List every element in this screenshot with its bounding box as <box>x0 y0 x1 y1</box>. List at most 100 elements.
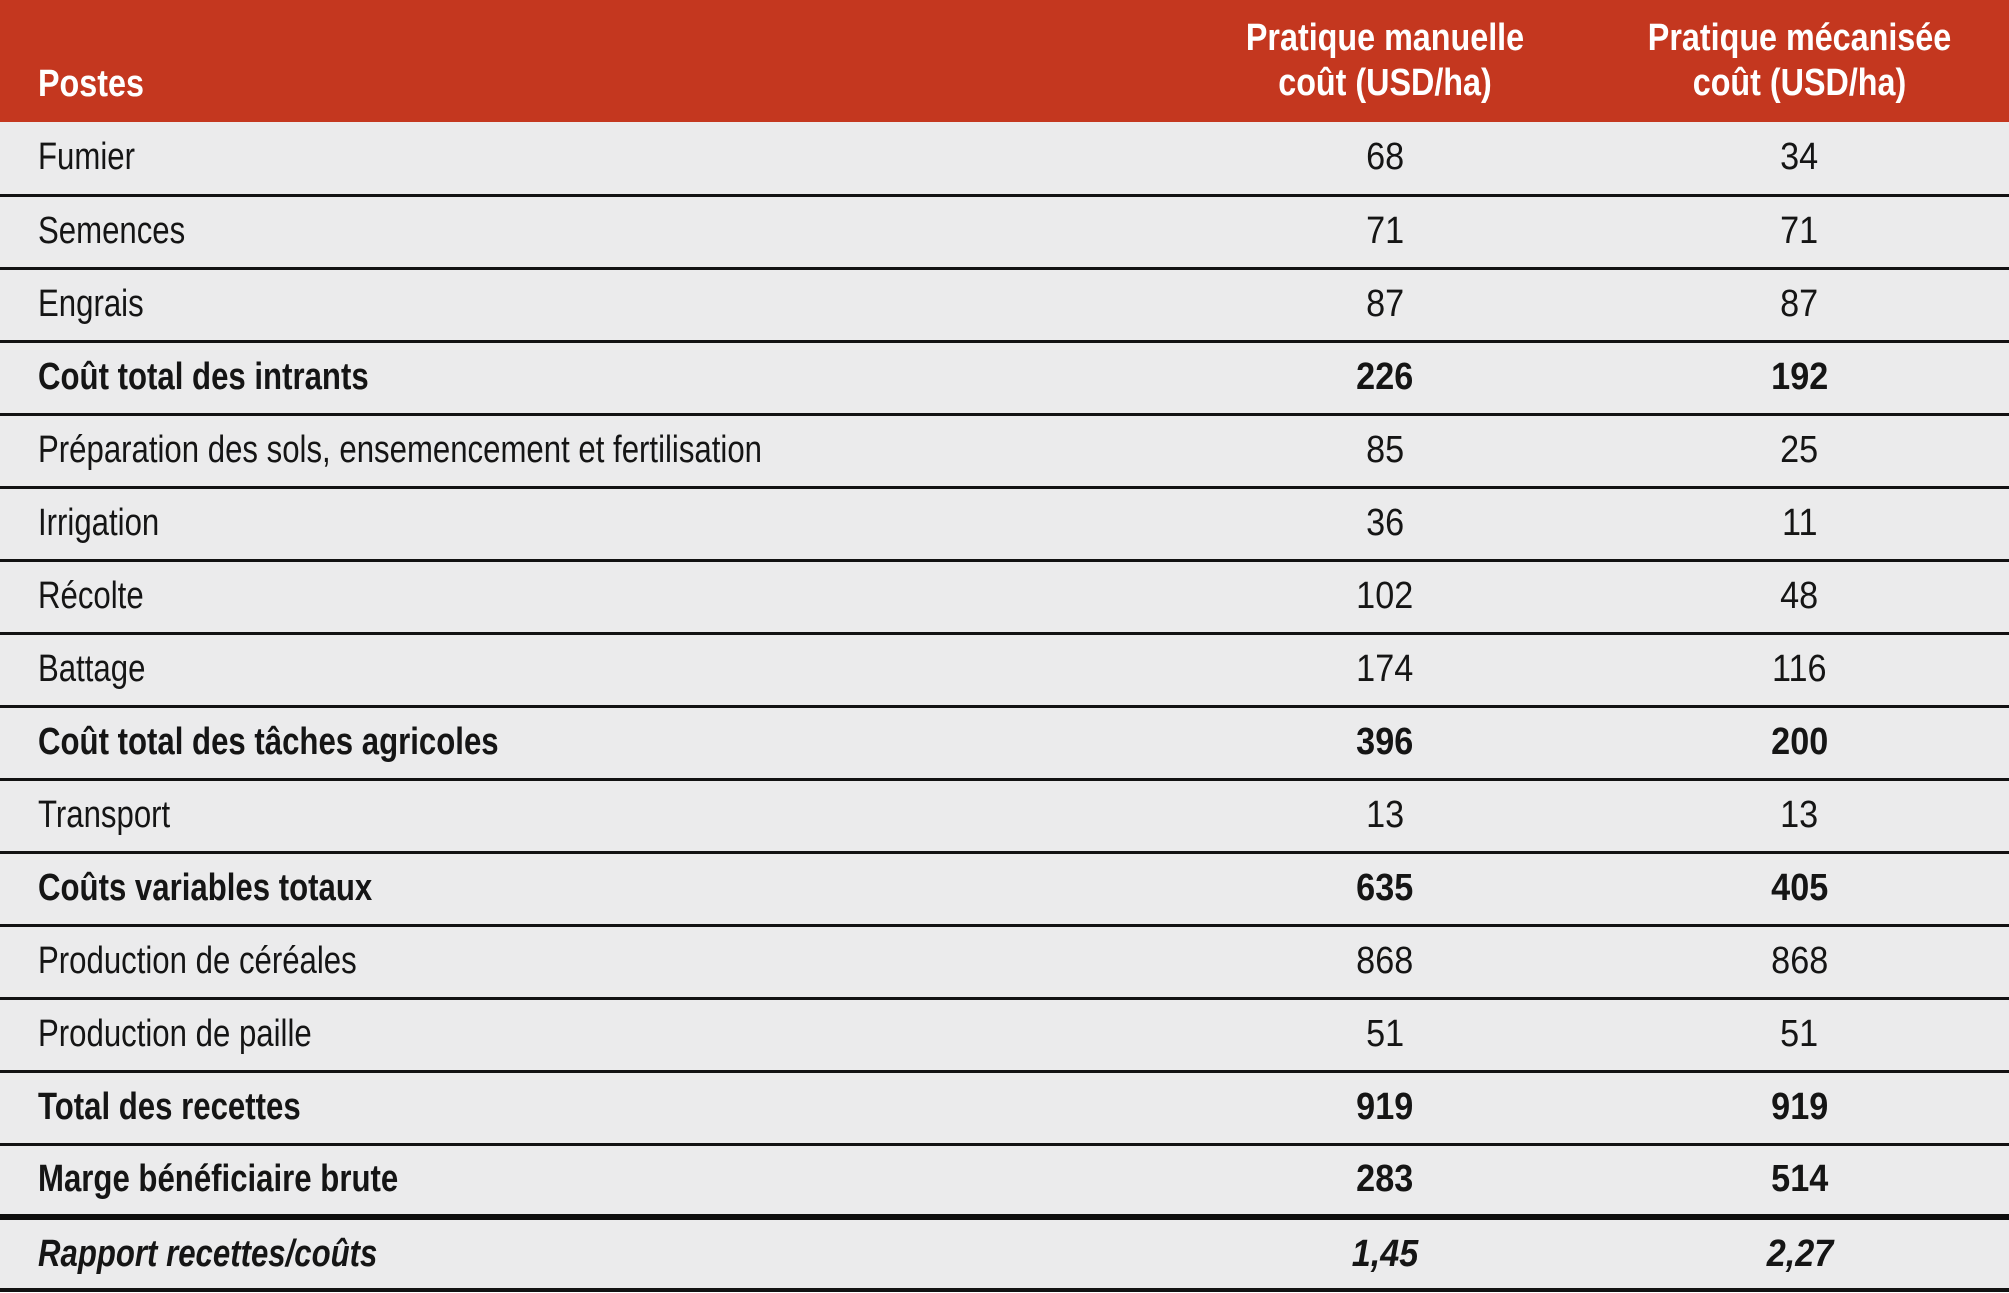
row-label: Total des recettes <box>38 1086 301 1128</box>
mechanized-cost-value: 34 <box>1780 136 1819 179</box>
row-label: Semences <box>38 210 186 252</box>
table-row: Battage 174 116 <box>0 631 2009 706</box>
manual-cost-value: 13 <box>1365 794 1405 836</box>
mechanized-cost-value: 200 <box>1770 721 1829 763</box>
table-row: Production de paille 51 51 <box>0 996 2009 1071</box>
mechanized-cost-cell: 13 <box>1590 777 2009 852</box>
row-label: Coût total des intrants <box>38 356 369 398</box>
row-label-cell: Rapport recettes/coûts <box>0 1214 1180 1290</box>
manual-cost-value: 68 <box>1365 136 1405 179</box>
table-row: Transport 13 13 <box>0 777 2009 852</box>
mechanized-cost-cell: 200 <box>1590 704 2009 779</box>
manual-cost-value: 87 <box>1365 283 1405 325</box>
manual-cost-value: 1,45 <box>1351 1232 1419 1275</box>
row-label-cell: Semences <box>0 193 1180 268</box>
mechanized-cost-value: 71 <box>1780 210 1819 252</box>
row-label-cell: Coût total des intrants <box>0 339 1180 414</box>
header-label-postes: Postes <box>38 63 144 105</box>
mechanized-cost-value: 2,27 <box>1766 1232 1833 1275</box>
manual-cost-value: 226 <box>1356 356 1414 398</box>
manual-cost-cell: 396 <box>1180 704 1590 779</box>
mechanized-cost-cell: 514 <box>1590 1142 2009 1217</box>
table-row: Récolte 102 48 <box>0 558 2009 633</box>
manual-cost-cell: 87 <box>1180 266 1590 341</box>
mechanized-cost-value: 48 <box>1780 575 1819 617</box>
row-label-cell: Préparation des sols, ensemencement et f… <box>0 412 1180 487</box>
header-row: Postes Pratique manuelle coût (USD/ha) P… <box>0 0 2009 122</box>
manual-cost-cell: 868 <box>1180 923 1590 998</box>
row-label: Coût total des tâches agricoles <box>38 721 499 763</box>
table-header: Postes Pratique manuelle coût (USD/ha) P… <box>0 0 2009 122</box>
row-label: Transport <box>38 794 171 836</box>
mechanized-cost-cell: 48 <box>1590 558 2009 633</box>
table-row: Fumier 68 34 <box>0 122 2009 195</box>
manual-cost-value: 283 <box>1356 1158 1414 1201</box>
mechanized-cost-value: 192 <box>1770 356 1829 398</box>
header-label-mech-line2: coût (USD/ha) <box>1692 62 1907 104</box>
mechanized-cost-value: 25 <box>1780 429 1819 471</box>
header-cell-postes: Postes <box>0 0 1180 122</box>
header-label-manual-line2: coût (USD/ha) <box>1278 62 1492 104</box>
mechanized-cost-value: 405 <box>1770 867 1829 909</box>
manual-cost-value: 102 <box>1356 575 1414 617</box>
mechanized-cost-cell: 51 <box>1590 996 2009 1071</box>
manual-cost-cell: 174 <box>1180 631 1590 706</box>
mechanized-cost-cell: 2,27 <box>1590 1214 2009 1290</box>
row-label: Battage <box>38 648 146 690</box>
manual-cost-cell: 635 <box>1180 850 1590 925</box>
mechanized-cost-value: 919 <box>1770 1086 1829 1128</box>
manual-cost-cell: 919 <box>1180 1069 1590 1144</box>
row-label-cell: Production de paille <box>0 996 1180 1071</box>
row-label-cell: Irrigation <box>0 485 1180 560</box>
table-row: Total des recettes 919 919 <box>0 1069 2009 1144</box>
row-label: Rapport recettes/coûts <box>38 1232 378 1275</box>
row-label-cell: Fumier <box>0 122 1180 195</box>
manual-cost-value: 919 <box>1356 1086 1414 1128</box>
manual-cost-cell: 102 <box>1180 558 1590 633</box>
table-row: Rapport recettes/coûts 1,45 2,27 <box>0 1214 2009 1290</box>
header-cell-mechanized: Pratique mécanisée coût (USD/ha) <box>1590 0 2009 122</box>
row-label: Préparation des sols, ensemencement et f… <box>38 429 762 471</box>
manual-cost-cell: 71 <box>1180 193 1590 268</box>
table-row: Préparation des sols, ensemencement et f… <box>0 412 2009 487</box>
mechanized-cost-value: 868 <box>1770 940 1829 982</box>
row-label: Marge bénéficiaire brute <box>38 1158 399 1201</box>
manual-cost-cell: 226 <box>1180 339 1590 414</box>
mechanized-cost-cell: 868 <box>1590 923 2009 998</box>
mechanized-cost-cell: 71 <box>1590 193 2009 268</box>
table-row: Coûts variables totaux 635 405 <box>0 850 2009 925</box>
table-row: Production de céréales 868 868 <box>0 923 2009 998</box>
manual-cost-value: 174 <box>1356 648 1414 690</box>
mechanized-cost-cell: 34 <box>1590 122 2009 195</box>
row-label: Irrigation <box>38 502 160 544</box>
row-label-cell: Marge bénéficiaire brute <box>0 1142 1180 1217</box>
manual-cost-cell: 51 <box>1180 996 1590 1071</box>
mechanized-cost-value: 514 <box>1770 1158 1829 1201</box>
row-label: Coûts variables totaux <box>38 867 373 909</box>
manual-cost-value: 85 <box>1365 429 1405 471</box>
table-row: Irrigation 36 11 <box>0 485 2009 560</box>
table-row: Semences 71 71 <box>0 193 2009 268</box>
table-body: Fumier 68 34 Semences 71 71 Engrais 87 87 Coût to… <box>0 122 2009 1290</box>
mechanized-cost-cell: 116 <box>1590 631 2009 706</box>
header-label-mech-line1: Pratique mécanisée <box>1647 17 1952 59</box>
manual-cost-value: 71 <box>1365 210 1405 252</box>
mechanized-cost-cell: 192 <box>1590 339 2009 414</box>
row-label-cell: Battage <box>0 631 1180 706</box>
manual-cost-cell: 13 <box>1180 777 1590 852</box>
mechanized-cost-cell: 405 <box>1590 850 2009 925</box>
row-label: Engrais <box>38 283 144 325</box>
mechanized-cost-value: 87 <box>1780 283 1819 325</box>
manual-cost-value: 51 <box>1365 1013 1405 1055</box>
table-row: Engrais 87 87 <box>0 266 2009 341</box>
row-label-cell: Engrais <box>0 266 1180 341</box>
row-label: Récolte <box>38 575 144 617</box>
mechanized-cost-cell: 25 <box>1590 412 2009 487</box>
row-label: Production de céréales <box>38 940 357 982</box>
manual-cost-value: 396 <box>1356 721 1414 763</box>
manual-cost-cell: 85 <box>1180 412 1590 487</box>
row-label: Fumier <box>38 136 135 179</box>
header-cell-manual: Pratique manuelle coût (USD/ha) <box>1180 0 1590 122</box>
table-row: Marge bénéficiaire brute 283 514 <box>0 1142 2009 1217</box>
